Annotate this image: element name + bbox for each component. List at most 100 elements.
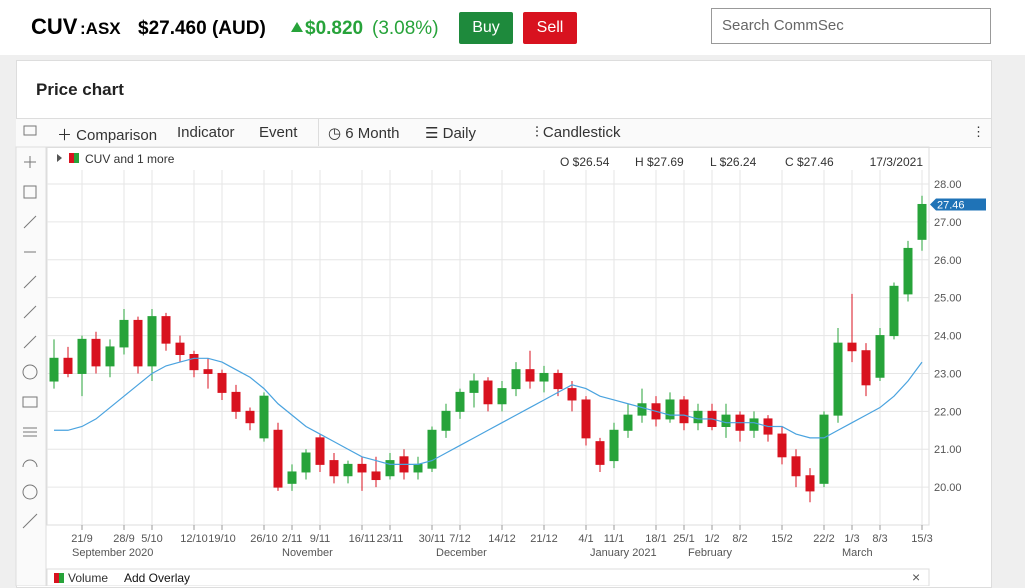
x-tick-label: 21/12 xyxy=(530,533,558,545)
candle-body xyxy=(777,433,787,458)
candle-body xyxy=(287,471,297,484)
y-tick-label: 26.00 xyxy=(934,255,962,267)
candle-body xyxy=(63,357,73,374)
indicator-button[interactable]: Indicator xyxy=(177,124,235,141)
candle-body xyxy=(595,441,605,465)
x-tick-label: 8/2 xyxy=(732,533,747,545)
candle-body xyxy=(679,399,689,424)
x-tick-label: 8/3 xyxy=(872,533,887,545)
candle-body xyxy=(77,338,87,374)
period-label: 6 Month xyxy=(345,125,400,142)
candle-body xyxy=(833,342,843,416)
month-label: February xyxy=(688,547,733,559)
candle-body xyxy=(357,463,367,473)
period-button[interactable]: ◷ 6 Month xyxy=(328,125,400,142)
buy-button[interactable]: Buy xyxy=(459,12,513,44)
candle-body xyxy=(91,338,101,367)
interval-button[interactable]: ☰ Daily xyxy=(425,125,476,142)
comparison-button[interactable]: ＋ Comparison xyxy=(57,127,158,144)
x-tick-label: 23/11 xyxy=(377,533,404,545)
price-chart-panel xyxy=(16,60,992,588)
month-label: September 2020 xyxy=(72,547,153,559)
y-tick-label: 27.00 xyxy=(934,217,962,229)
volume-label[interactable]: Volume xyxy=(68,571,108,585)
legend-open: O $26.54 xyxy=(560,155,610,169)
x-tick-label: 11/1 xyxy=(604,533,625,545)
legend-series: CUV and 1 more xyxy=(85,152,175,166)
candle-body xyxy=(301,452,311,473)
candle-body xyxy=(917,203,927,240)
candle-body xyxy=(875,335,885,378)
month-label: March xyxy=(842,547,873,559)
volume-swatch xyxy=(54,573,59,583)
candle-body xyxy=(889,285,899,337)
candle-body xyxy=(847,342,857,352)
sell-button[interactable]: Sell xyxy=(523,12,577,44)
candle-body xyxy=(343,463,353,477)
candle-body xyxy=(721,414,731,427)
legend-swatch xyxy=(69,153,74,163)
candle-body xyxy=(819,414,829,484)
y-tick-label: 24.00 xyxy=(934,331,962,343)
legend-low: L $26.24 xyxy=(710,155,757,169)
y-tick-label: 21.00 xyxy=(934,444,962,456)
y-tick-label: 20.00 xyxy=(934,482,962,494)
x-tick-label: 21/9 xyxy=(71,533,92,545)
candle-body xyxy=(791,456,801,477)
add-overlay[interactable]: Add Overlay xyxy=(124,571,190,585)
candle-body xyxy=(217,372,227,393)
style-button[interactable]: ⫶ Candlestick xyxy=(535,124,621,141)
legend-close: C $27.46 xyxy=(785,155,834,169)
x-tick-label: 28/9 xyxy=(113,533,134,545)
tool-sidebar xyxy=(15,146,47,586)
candle-body xyxy=(147,316,157,367)
candle-body xyxy=(371,471,381,481)
candle-body xyxy=(665,399,675,420)
panel-title: Price chart xyxy=(36,80,124,99)
candle-body xyxy=(189,354,199,371)
x-tick-label: 7/12 xyxy=(449,533,470,545)
close-icon[interactable]: × xyxy=(912,569,920,585)
candle-body xyxy=(483,380,493,405)
x-tick-label: 12/10 xyxy=(180,533,208,545)
y-tick-label: 23.00 xyxy=(934,368,962,380)
candle-body xyxy=(539,372,549,382)
x-tick-label: 5/10 xyxy=(141,533,162,545)
candle-body xyxy=(273,429,283,488)
x-tick-label: 2/11 xyxy=(282,533,303,545)
x-tick-label: 4/1 xyxy=(578,533,593,545)
candle-body xyxy=(511,369,521,390)
candle-body xyxy=(413,463,423,473)
x-tick-label: 14/12 xyxy=(488,533,516,545)
candle-body xyxy=(609,429,619,462)
candle-body xyxy=(203,369,213,374)
menu-button[interactable]: ⋮ xyxy=(972,124,985,139)
candle-body xyxy=(623,414,633,431)
y-tick-label: 28.00 xyxy=(934,179,962,191)
x-tick-label: 9/11 xyxy=(310,533,331,545)
candle-body xyxy=(259,395,269,439)
x-tick-label: 22/2 xyxy=(813,533,834,545)
volume-swatch xyxy=(59,573,64,583)
legend-date: 17/3/2021 xyxy=(870,155,924,169)
search-box[interactable]: Search CommSec xyxy=(711,8,991,44)
price-tag xyxy=(930,198,986,211)
exchange: :ASX xyxy=(80,19,121,38)
candle-body xyxy=(427,429,437,469)
candle-body xyxy=(581,399,591,439)
moving-average xyxy=(54,357,923,465)
candle-body xyxy=(105,346,115,367)
candle-body xyxy=(749,418,759,431)
candle-body xyxy=(903,247,913,295)
candle-body xyxy=(315,437,325,465)
event-button[interactable]: Event xyxy=(259,124,298,141)
ticker: CUV xyxy=(31,14,78,39)
month-label: December xyxy=(436,547,487,559)
up-arrow xyxy=(291,22,303,32)
candle-body xyxy=(161,316,171,344)
candle-body xyxy=(497,388,507,405)
candle-body xyxy=(693,410,703,424)
y-tick-label: 22.00 xyxy=(934,406,962,418)
x-tick-label: 30/11 xyxy=(419,533,446,545)
